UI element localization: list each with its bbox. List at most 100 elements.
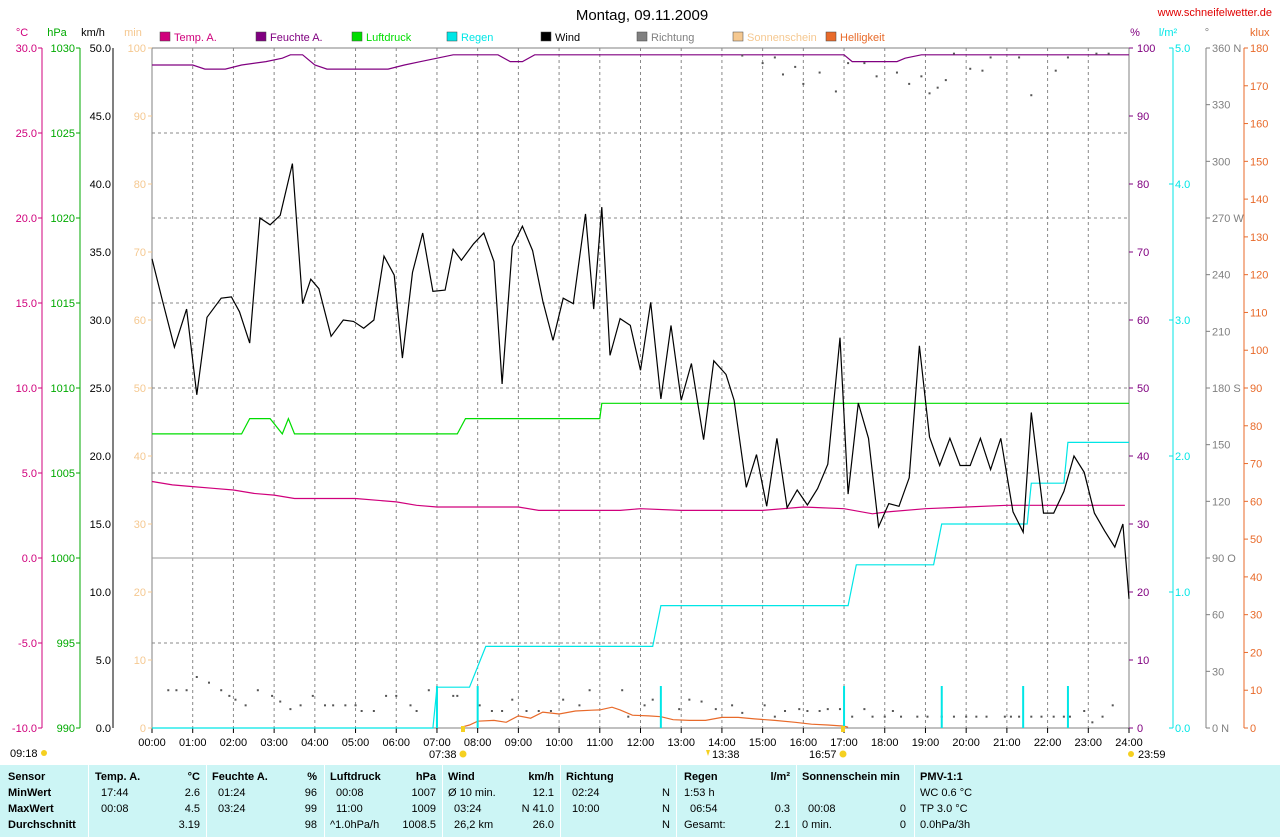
sun-icon [459, 750, 467, 758]
direction-point [228, 694, 231, 697]
temp-axis-tick-label: 10.0 [16, 383, 37, 395]
temp-axis-tick-label: -10.0 [12, 723, 37, 735]
summary-value: 96 [304, 787, 317, 799]
wind-axis-tick-label: 50.0 [90, 43, 111, 55]
direction-point [354, 704, 357, 707]
rain-series-line [152, 441, 1129, 729]
rain-axis-tick-label: 5.0 [1175, 43, 1190, 55]
legend-label: Regen [461, 32, 493, 44]
summary-value: 3.19 [178, 819, 200, 831]
summary-table: Sensor MinWert MaxWert Durchschnitt Temp… [0, 765, 1280, 837]
row-label-min: MinWert [8, 787, 52, 799]
summary-value: N [662, 819, 670, 831]
direction-point [1091, 721, 1094, 724]
summary-value: N 41.0 [521, 803, 554, 815]
sunrise-label: 07:38 [429, 749, 457, 761]
sun-axis-tick-label: 10 [134, 655, 146, 667]
humidity-axis-tick-label: 30 [1137, 519, 1149, 531]
x-tick-label: 09:00 [505, 737, 533, 749]
wind-axis-tick-label: 45.0 [90, 111, 111, 123]
summary-header: Luftdruck [330, 771, 381, 783]
direction-point [806, 710, 809, 712]
direction-point [928, 92, 931, 95]
sunset-label: 16:57 [809, 749, 837, 761]
sun-icon [839, 750, 847, 758]
pressure-axis-tick-label: 990 [57, 723, 75, 735]
summary-header: Feuchte A. [212, 771, 268, 783]
summary-col-pressure: Luftdruck hPa 00:08 1007 11:00 1009 ^1.0hPa… [330, 769, 436, 835]
summary-value: 98 [304, 819, 317, 831]
temperature-series-line [151, 480, 1125, 515]
temp-axis-tick-label: -5.0 [18, 638, 37, 650]
direction-point [908, 82, 911, 85]
chart-svg: 00:00 01:00 02:00 03:00 04:00 05:00 06:00 07:00… [10, 7, 1272, 761]
row-label-avg: Durchschnitt [8, 819, 76, 831]
sun-axis-tick-label: 90 [134, 111, 146, 123]
direction-point [985, 715, 988, 718]
direction-point [1018, 56, 1021, 59]
direction-point [271, 694, 274, 697]
brightness-axis-tick-label: 170 [1250, 81, 1268, 93]
direction-point [1040, 715, 1043, 718]
wind-axis-unit: km/h [81, 27, 105, 39]
direction-point [643, 704, 646, 707]
direction-point [372, 710, 375, 712]
summary-value: TP 3.0 °C [920, 803, 968, 815]
website-label: www.schneifelwetter.de [1157, 7, 1272, 19]
temp-axis-tick-label: 5.0 [22, 468, 37, 480]
x-tick-label: 03:00 [260, 737, 288, 749]
direction-point [763, 704, 766, 707]
direction-point [1111, 704, 1114, 707]
direction-point [773, 715, 776, 718]
wind-axis-tick-label: 30.0 [90, 315, 111, 327]
x-tick-label: 11:00 [586, 737, 613, 749]
direction-point [1052, 715, 1055, 718]
direction-point [871, 715, 874, 718]
summary-value: N [662, 787, 670, 799]
pressure-series-line [152, 402, 1129, 436]
brightness-axis-tick-label: 110 [1250, 307, 1268, 319]
direction-point [1009, 715, 1012, 718]
brightness-axis-tick-label: 120 [1250, 270, 1268, 282]
summary-value: 2.1 [774, 819, 790, 831]
wind-axis-tick-label: 0.0 [96, 723, 111, 735]
sun-axis-unit: min [124, 27, 142, 39]
summary-time: 00:08 [808, 803, 836, 815]
legend-label: Feuchte A. [270, 32, 323, 44]
summary-time: 11:00 [336, 803, 363, 815]
direction-point [781, 73, 784, 76]
wind-axis-tick-label: 35.0 [90, 247, 111, 259]
summary-value: 1008.5 [402, 819, 436, 831]
summary-time: 00:08 [101, 803, 129, 815]
direction-point [1030, 715, 1033, 718]
summary-value: 99 [304, 803, 317, 815]
summary-header: Sonnenschein min [802, 771, 900, 783]
wind-axis-tick-label: 15.0 [90, 519, 111, 531]
x-tick-label: 15:00 [749, 737, 777, 749]
summary-time: 00:08 [336, 787, 364, 799]
direction-point [588, 689, 591, 692]
brightness-axis-tick-label: 150 [1250, 156, 1268, 168]
direction-point [324, 704, 327, 707]
summary-time: ^1.0hPa/h [330, 819, 380, 831]
direction-point [311, 694, 314, 697]
direction-point [1018, 715, 1021, 718]
humidity-axis-tick-label: 90 [1137, 111, 1149, 123]
pressure-axis-tick-label: 1005 [51, 468, 75, 480]
direction-point [332, 704, 335, 707]
rain-axis-tick-label: 3.0 [1175, 315, 1190, 327]
moon-icon [1128, 751, 1134, 757]
direction-point [741, 54, 744, 57]
direction-point [299, 704, 302, 707]
direction-point [688, 698, 691, 701]
direction-point [895, 71, 898, 74]
temp-axis-tick-label: 20.0 [16, 213, 37, 225]
direction-point [360, 710, 363, 712]
sun-axis-tick-label: 40 [134, 451, 146, 463]
summary-time: 06:54 [690, 803, 718, 815]
summary-value: 1007 [411, 787, 436, 799]
wind-axis-tick-label: 20.0 [90, 451, 111, 463]
legend-label: Helligkeit [840, 32, 885, 44]
moonrise-label: 09:18 [10, 748, 38, 760]
direction-point [834, 90, 837, 93]
